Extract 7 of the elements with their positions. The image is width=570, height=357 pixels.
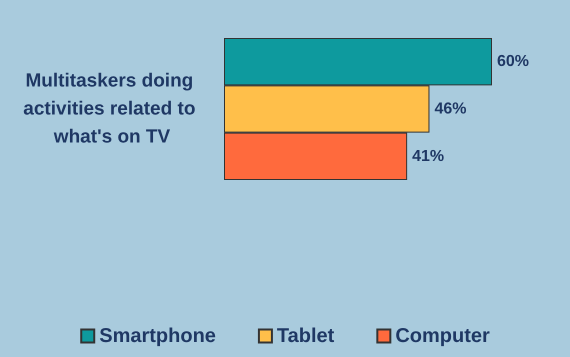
legend-label: Tablet (276, 325, 335, 347)
legend-label: Computer (395, 325, 490, 347)
data-label: 60% (497, 53, 530, 70)
y-tick-label: Multitaskers doing activities related to what's on TV (23, 70, 201, 148)
data-label: 46% (434, 100, 466, 118)
legend-label: Smartphone (99, 325, 216, 347)
data-label: 41% (412, 148, 444, 165)
